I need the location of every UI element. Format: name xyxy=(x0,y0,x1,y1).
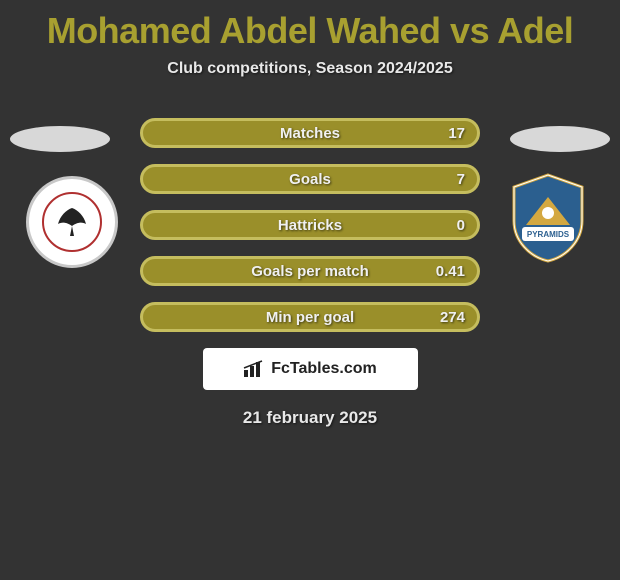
stat-row-matches: Matches 17 xyxy=(140,118,480,148)
brand-badge: FcTables.com xyxy=(203,348,418,390)
stat-label: Min per goal xyxy=(266,309,354,326)
stat-value: 0.41 xyxy=(436,263,465,280)
stat-label: Hattricks xyxy=(278,217,342,234)
bar-chart-icon xyxy=(243,360,265,378)
stat-row-hattricks: Hattricks 0 xyxy=(140,210,480,240)
stat-row-goals-per-match: Goals per match 0.41 xyxy=(140,256,480,286)
brand-text: FcTables.com xyxy=(271,360,377,378)
date-text: 21 february 2025 xyxy=(0,408,620,428)
subtitle: Club competitions, Season 2024/2025 xyxy=(0,60,620,78)
stat-value: 7 xyxy=(457,171,465,188)
stat-label: Goals per match xyxy=(251,263,369,280)
stat-label: Goals xyxy=(289,171,331,188)
stat-value: 17 xyxy=(448,125,465,142)
stat-label: Matches xyxy=(280,125,340,142)
stats-container: Matches 17 Goals 7 Hattricks 0 Goals per… xyxy=(0,118,620,332)
stat-row-goals: Goals 7 xyxy=(140,164,480,194)
stat-value: 274 xyxy=(440,309,465,326)
page-title: Mohamed Abdel Wahed vs Adel xyxy=(0,0,620,52)
stat-row-min-per-goal: Min per goal 274 xyxy=(140,302,480,332)
stat-value: 0 xyxy=(457,217,465,234)
